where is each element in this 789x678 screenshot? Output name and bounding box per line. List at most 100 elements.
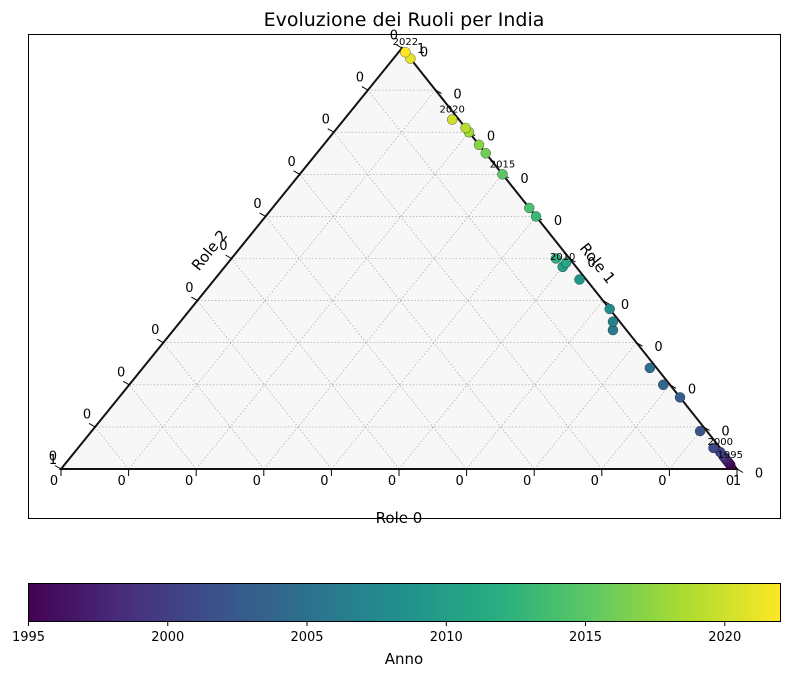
role2-tick-label: 0 [49, 450, 57, 465]
corner-label-left: 1 [49, 453, 57, 468]
corner-label-right: 1 [733, 474, 741, 489]
role1-tick [569, 258, 576, 263]
data-point-2014 [524, 202, 535, 214]
annotation-2022: 2022 [393, 37, 418, 48]
year-annotations: 1995 2000 2010 2015 2020 2022 [393, 37, 743, 461]
colorbar-tick-label: 2020 [708, 630, 741, 645]
data-point-2008 [604, 303, 615, 315]
role2-tick-label: 0 [185, 281, 193, 296]
role0-tick-label: 0 [455, 474, 463, 489]
data-point-2019 [460, 122, 471, 134]
ternary-grid [94, 89, 704, 470]
data-point-2011 [560, 257, 572, 268]
colorbar-tick-label: 2005 [290, 630, 323, 645]
role2-tick-label: 0 [151, 323, 159, 338]
role2-tick [191, 296, 198, 302]
colorbar-ticks: 1995 2000 2005 2010 2015 2020 [12, 621, 741, 645]
annotation-2015: 2015 [490, 159, 515, 170]
role2-tick-label: 0 [83, 407, 91, 422]
role0-tick-label: 0 [117, 474, 125, 489]
role0-tick-label: 0 [523, 474, 531, 489]
grid-line [466, 300, 604, 470]
data-point-2016 [480, 148, 491, 159]
role2-tick [327, 128, 335, 133]
chart-title: Evoluzione dei Ruoli per India [264, 9, 545, 31]
annotation-2010: 2010 [550, 252, 575, 263]
corner-labels: 1 1 1 [49, 42, 741, 489]
role2-tick-label: 0 [356, 71, 364, 86]
role1-tick-label: 0 [487, 130, 495, 145]
grid-line [128, 89, 436, 470]
role2-tick [156, 338, 164, 344]
grid-line [367, 89, 670, 470]
colorbar-tick-label: 2015 [569, 630, 602, 645]
role1-tick-label: 0 [721, 424, 729, 439]
data-point-2001 [708, 442, 719, 454]
corner-label-top: 1 [417, 42, 425, 57]
data-point-2003 [674, 392, 686, 403]
role1-tick [669, 384, 677, 389]
data-point-2012 [550, 253, 562, 264]
grid-line [263, 174, 503, 470]
colorbar-tick-label: 1995 [12, 630, 45, 645]
role1-tick [435, 89, 442, 95]
role2-tick [395, 44, 403, 49]
grid-line [533, 342, 637, 470]
role1-tick-label: 0 [621, 298, 629, 313]
role0-tick-label: 0 [320, 474, 328, 489]
data-point-2009 [574, 274, 585, 285]
role0-tick-label: 0 [253, 474, 261, 489]
grid-line [601, 384, 671, 470]
role0-tick-label: 0 [726, 474, 734, 489]
data-point-2017 [473, 139, 485, 150]
grid-line [128, 384, 197, 470]
role1-tick-label: 0 [688, 382, 696, 397]
role2-tick [293, 170, 300, 175]
annotation-2020: 2020 [439, 105, 464, 116]
role2-tick-label: 0 [322, 113, 330, 128]
role2-tick [88, 422, 96, 428]
role2-tick [54, 465, 62, 470]
data-point-2002 [694, 425, 706, 437]
data-points [400, 47, 736, 470]
data-point-2020 [447, 114, 458, 125]
role1-tick [636, 342, 643, 347]
colorbar-label: Anno [385, 650, 423, 668]
role1-tick-label: 0 [755, 467, 763, 482]
role0-tick-label: 0 [185, 474, 193, 489]
ternary-background [61, 48, 737, 469]
grid-line [195, 132, 470, 470]
role0-tick-label: 0 [50, 474, 58, 489]
ternary-ticks: 0 0 0 0 0 0 0 0 0 0 0 0 0 0 0 0 0 0 0 0 0 0 0 0 0 0 0 0 0 0 0 0 0 [49, 29, 763, 490]
annotation-1995: 1995 [718, 450, 743, 461]
role1-tick [602, 300, 610, 305]
role2-tick [259, 212, 266, 217]
axis-label-role0: Role 0 [376, 509, 423, 527]
role2-tick-label: 0 [390, 29, 398, 44]
data-point-2015 [497, 169, 508, 180]
colorbar [28, 583, 781, 622]
role1-tick-label: 0 [554, 214, 562, 229]
data-point-2004 [658, 379, 669, 390]
grid-line [163, 342, 265, 470]
role2-tick [361, 86, 369, 91]
colorbar-tick-label: 2000 [151, 630, 184, 645]
role1-tick-label: 0 [520, 172, 528, 187]
role2-tick-label: 0 [253, 197, 261, 212]
role1-tick-label: 0 [453, 88, 461, 103]
colorbar-tick-label: 2010 [430, 630, 463, 645]
data-point-2005 [644, 362, 655, 374]
role1-tick [736, 468, 744, 473]
role2-tick-label: 0 [219, 239, 227, 254]
grid-line [265, 216, 467, 470]
role2-tick-label: 0 [117, 365, 125, 380]
role1-tick-label: 0 [420, 46, 428, 61]
role1-tick-label: 0 [587, 256, 595, 271]
role0-tick-label: 0 [658, 474, 666, 489]
annotation-2000: 2000 [707, 437, 732, 448]
data-point-2022 [400, 47, 411, 58]
role1-tick [703, 426, 710, 431]
role0-tick-label: 0 [388, 474, 396, 489]
data-point-2013 [530, 211, 542, 222]
